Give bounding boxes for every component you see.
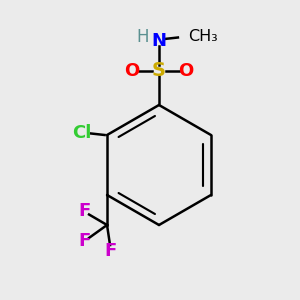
Text: S: S — [152, 61, 166, 80]
Text: Cl: Cl — [72, 124, 91, 142]
Text: O: O — [124, 61, 140, 80]
Text: F: F — [78, 232, 91, 250]
Text: F: F — [104, 242, 116, 260]
Text: O: O — [178, 61, 194, 80]
Text: N: N — [152, 32, 166, 50]
Text: F: F — [78, 202, 91, 220]
Text: H: H — [136, 28, 149, 46]
Text: CH₃: CH₃ — [188, 29, 218, 44]
